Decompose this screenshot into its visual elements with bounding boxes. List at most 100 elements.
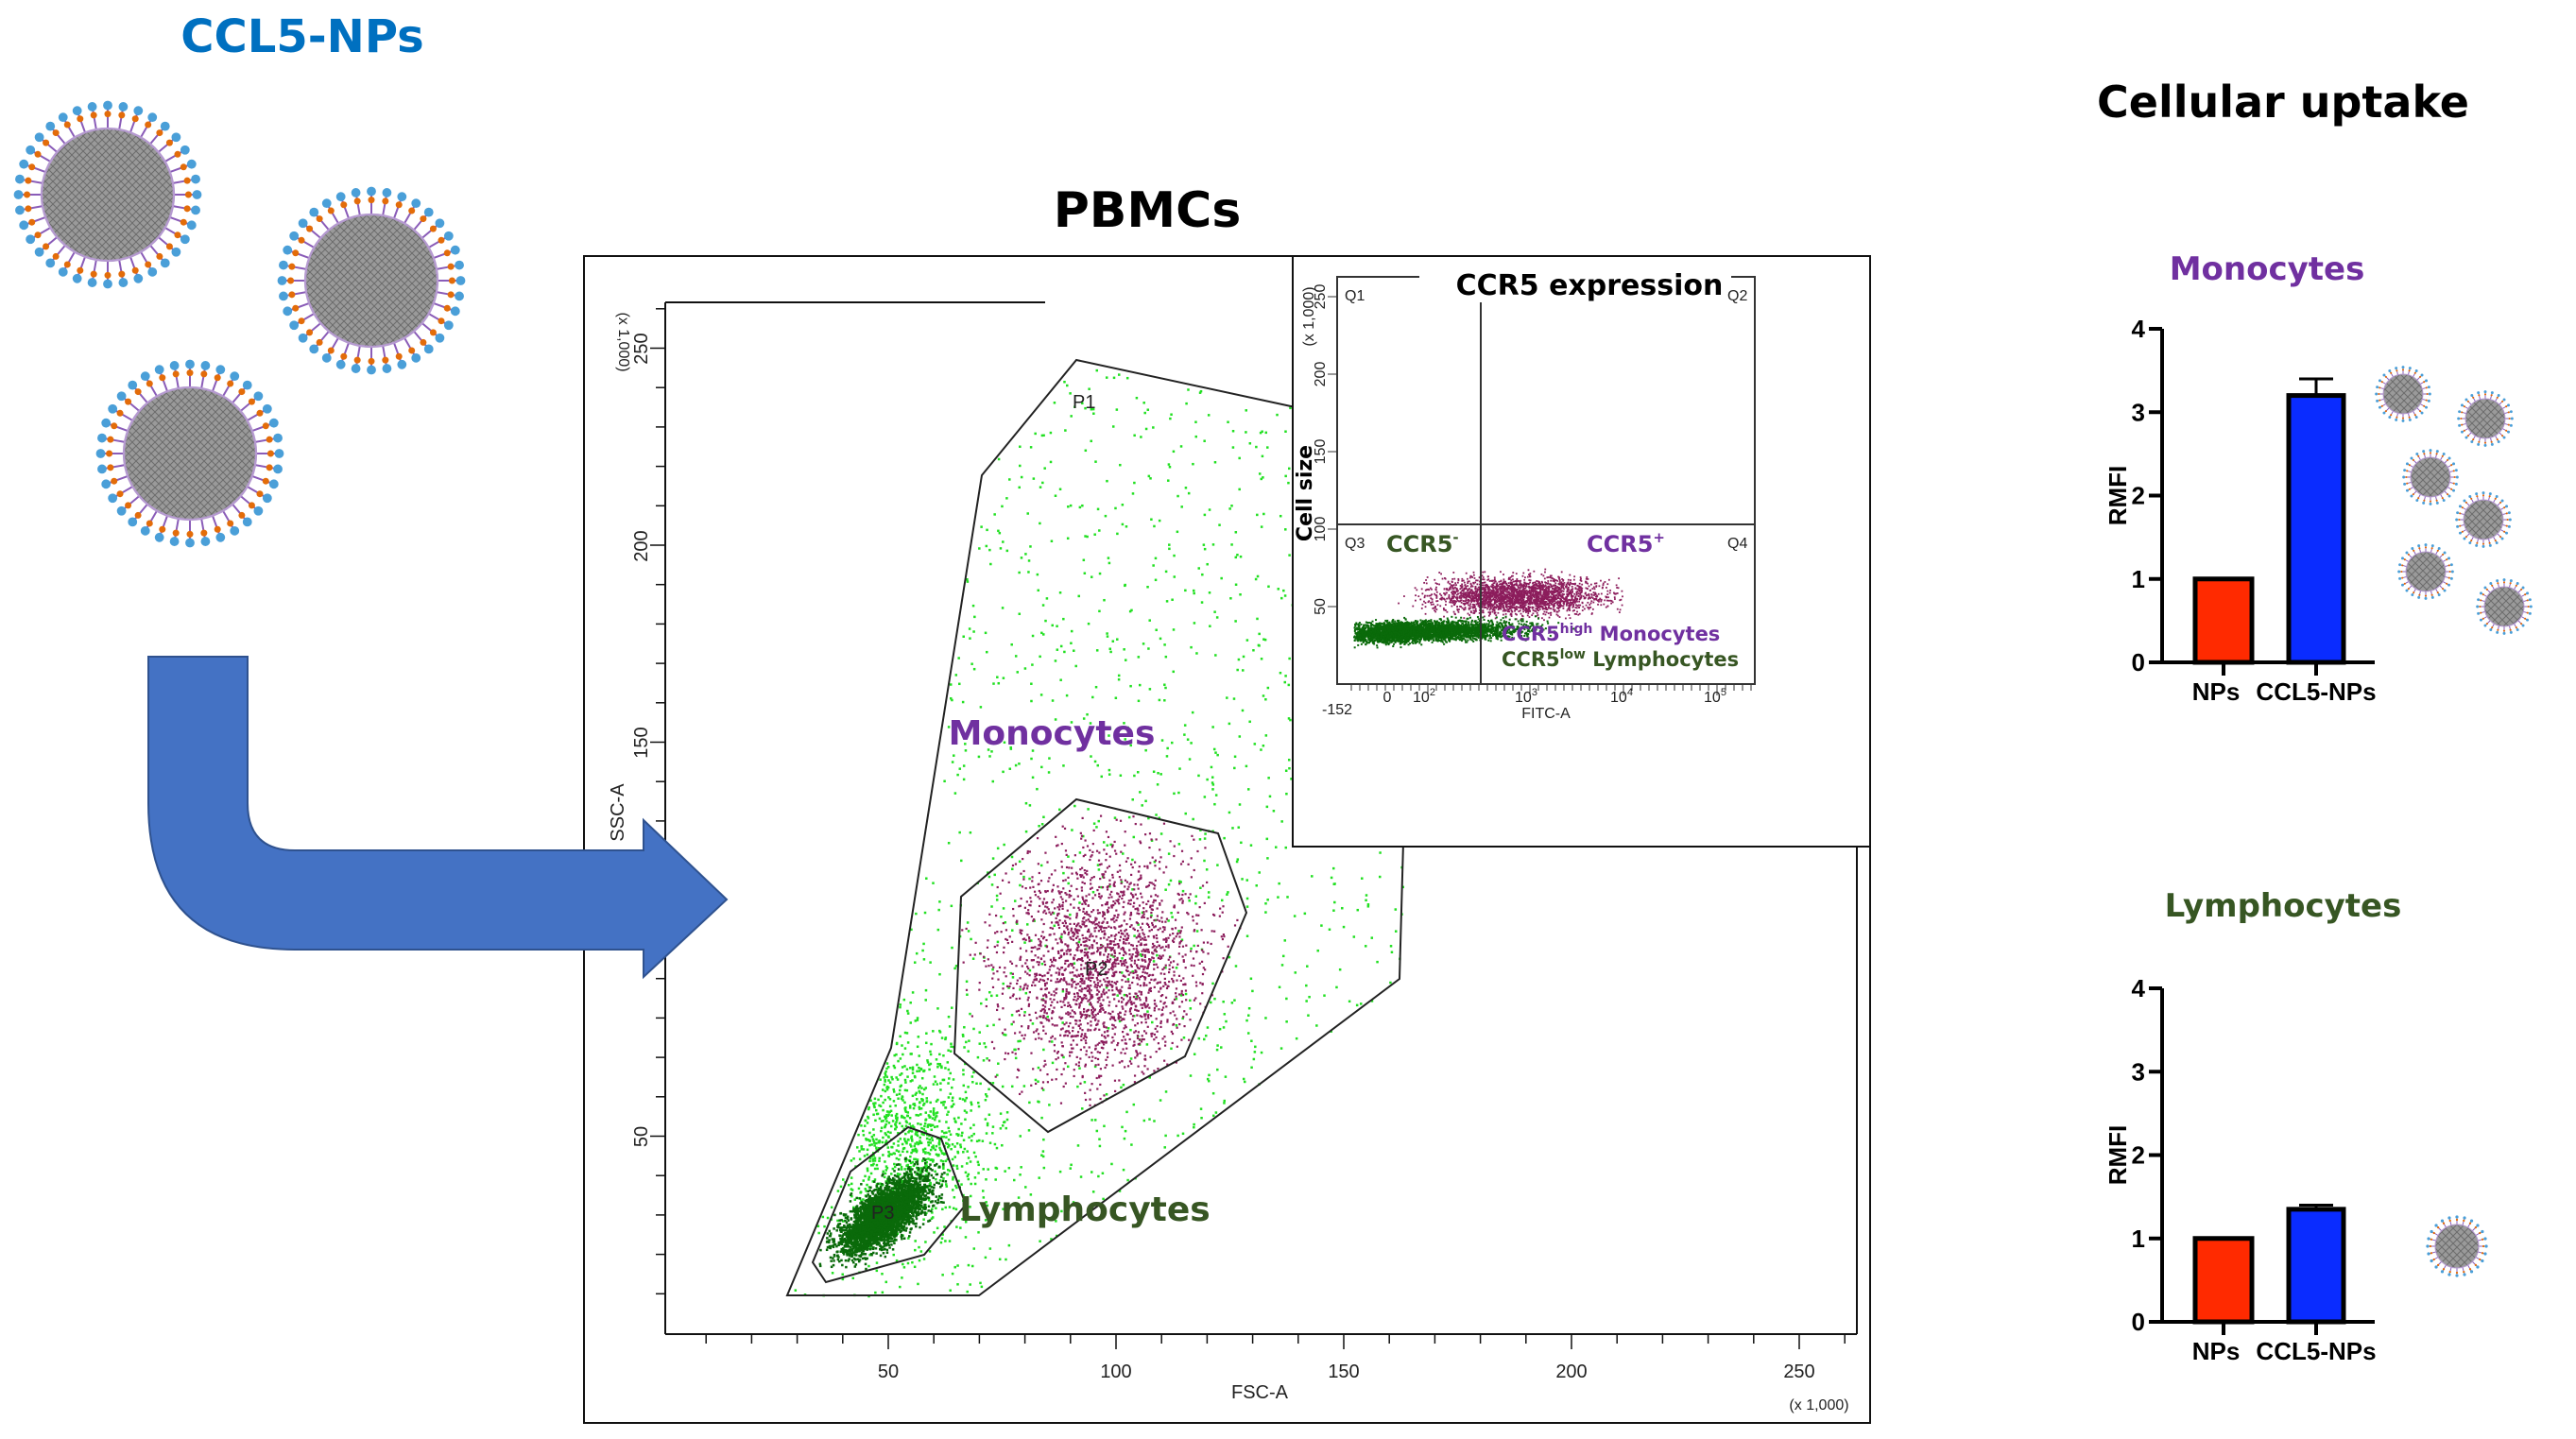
event-dot [1113, 993, 1116, 996]
event-dot [972, 630, 975, 633]
event-dot [942, 1135, 945, 1139]
event-dot [853, 1198, 857, 1201]
event-dot [1159, 902, 1161, 905]
event-dot [1057, 951, 1060, 954]
event-dot [1005, 1126, 1007, 1130]
event-dot [949, 1092, 953, 1095]
np-ligand [34, 150, 42, 158]
event-dot [1158, 1008, 1160, 1011]
event-dot [969, 1283, 971, 1286]
event-dot [873, 1097, 877, 1101]
event-dot [1178, 1005, 1181, 1008]
event-dot [1131, 896, 1135, 899]
event-dot [1081, 881, 1084, 883]
event-dot [1044, 1002, 1047, 1004]
event-dot [972, 667, 976, 671]
np-ccl5 [279, 260, 288, 270]
event-dot [1124, 659, 1127, 661]
event-dot [1186, 911, 1189, 915]
event-dot [1112, 1016, 1115, 1019]
event-dot [1083, 986, 1087, 990]
event-dot [1097, 859, 1101, 862]
event-dot [875, 1163, 879, 1167]
event-dot [1108, 946, 1111, 949]
event-dot [1120, 1019, 1123, 1021]
event-dot [1179, 930, 1182, 933]
event-dot [1063, 932, 1067, 934]
event-dot [1123, 913, 1125, 916]
event-dot [1153, 950, 1156, 952]
event-dot [1091, 886, 1093, 889]
event-dot [1039, 891, 1042, 894]
event-dot [908, 1105, 912, 1107]
event-dot [1234, 965, 1238, 968]
event-dot [1159, 947, 1162, 950]
event-dot [1108, 984, 1112, 986]
event-dot [1079, 1016, 1083, 1019]
event-dot [1176, 530, 1179, 534]
event-dot [1081, 874, 1084, 877]
event-dot [892, 1064, 896, 1068]
event-dot [1108, 952, 1110, 956]
event-dot [940, 1130, 944, 1133]
event-dot [869, 1172, 873, 1175]
event-dot [1193, 1053, 1196, 1055]
event-dot [1194, 895, 1198, 898]
event-dot [1136, 1054, 1139, 1057]
event-dot [1096, 982, 1100, 985]
event-dot [914, 1149, 918, 1153]
event-dot [1044, 1032, 1047, 1036]
event-dot [1178, 942, 1181, 945]
event-dot [881, 1140, 884, 1144]
event-dot [929, 1062, 933, 1066]
event-dot [1108, 882, 1111, 886]
event-dot [955, 1133, 958, 1136]
event-dot [1084, 1039, 1087, 1042]
event-dot [1038, 963, 1040, 967]
event-dot [1150, 882, 1153, 884]
event-dot [1150, 895, 1153, 898]
event-dot [1073, 1069, 1075, 1071]
event-dot [1056, 648, 1059, 651]
event-dot [944, 1106, 948, 1109]
event-dot [1197, 774, 1200, 778]
event-dot [1089, 1002, 1091, 1004]
event-dot [1028, 991, 1031, 994]
event-dot [1152, 901, 1155, 904]
event-dot [1022, 857, 1024, 861]
event-dot [852, 1157, 855, 1160]
event-dot [990, 750, 993, 753]
event-dot [1303, 912, 1307, 916]
event-dot [1288, 657, 1291, 660]
event-dot [1089, 915, 1091, 917]
event-dot [1107, 1052, 1109, 1054]
event-dot [1141, 1071, 1143, 1073]
event-dot [1038, 1036, 1040, 1039]
event-dot [1018, 905, 1021, 908]
event-dot [1047, 880, 1050, 882]
event-dot [991, 1125, 995, 1128]
y-tick-label: 150 [631, 727, 652, 758]
event-dot [1166, 1020, 1169, 1023]
event-dot [1032, 477, 1036, 480]
event-dot [1001, 879, 1005, 882]
event-dot [905, 1164, 908, 1168]
event-dot [926, 1061, 930, 1064]
event-dot [1111, 425, 1115, 428]
event-dot [1171, 977, 1174, 981]
event-dot [1032, 981, 1035, 984]
event-dot [1178, 935, 1181, 938]
event-dot [928, 1134, 931, 1138]
event-dot [1094, 926, 1098, 929]
event-dot [849, 1193, 852, 1196]
event-dot [1173, 792, 1176, 796]
event-dot [1022, 1037, 1025, 1040]
y-axis-label: SSC-A [608, 783, 628, 842]
event-dot [885, 1086, 888, 1089]
event-dot [924, 1130, 927, 1133]
event-dot [873, 1156, 877, 1159]
event-dot [1264, 431, 1268, 435]
event-dot [1029, 897, 1032, 899]
event-dot [990, 905, 993, 908]
event-dot [990, 1040, 994, 1043]
